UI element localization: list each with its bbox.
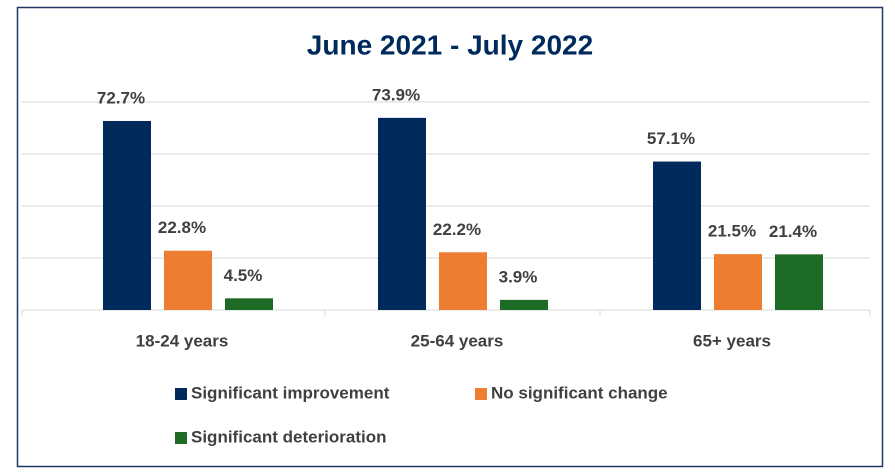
data-label: 22.8% bbox=[158, 218, 206, 237]
x-tick-label: 65+ years bbox=[693, 331, 771, 350]
data-label: 21.5% bbox=[708, 222, 756, 241]
bar bbox=[225, 298, 273, 310]
legend-swatch bbox=[475, 388, 487, 400]
legend-swatch bbox=[175, 388, 187, 400]
data-label: 72.7% bbox=[97, 88, 145, 107]
data-label: 21.4% bbox=[769, 222, 817, 241]
x-tick-label: 18-24 years bbox=[136, 331, 229, 350]
data-label: 4.5% bbox=[224, 266, 263, 285]
data-label: 73.9% bbox=[372, 85, 420, 104]
bar bbox=[653, 161, 701, 310]
x-tick-label: 25-64 years bbox=[411, 331, 504, 350]
bar bbox=[103, 120, 151, 310]
bar bbox=[439, 252, 487, 310]
bar bbox=[378, 117, 426, 310]
bar bbox=[164, 250, 212, 310]
chart-border bbox=[16, 6, 884, 468]
legend-swatch bbox=[175, 432, 187, 444]
legend-label: Significant deterioration bbox=[191, 427, 387, 446]
bar bbox=[775, 254, 823, 310]
bar bbox=[714, 254, 762, 310]
bar bbox=[500, 299, 548, 310]
legend-label: Significant improvement bbox=[191, 383, 390, 402]
data-label: 22.2% bbox=[433, 220, 481, 239]
chart-title: June 2021 - July 2022 bbox=[307, 29, 593, 60]
data-label: 57.1% bbox=[647, 129, 695, 148]
legend-label: No significant change bbox=[491, 383, 668, 402]
data-label: 3.9% bbox=[499, 267, 538, 286]
